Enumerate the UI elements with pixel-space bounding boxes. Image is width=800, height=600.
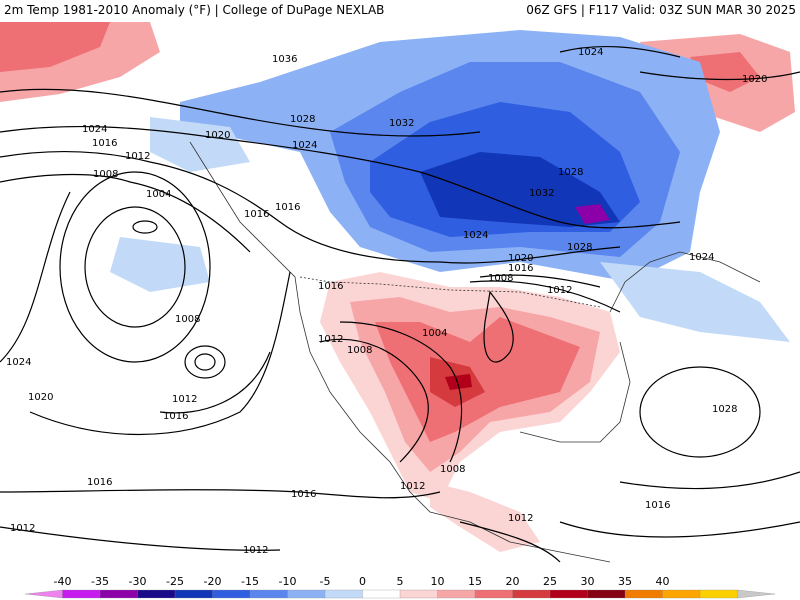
isobar-label: 1028	[558, 167, 583, 178]
legend-tick-label: 30	[581, 575, 595, 588]
legend-swatch	[137, 589, 176, 599]
isobar-label: 1012	[318, 334, 343, 345]
isobar-label: 1016	[318, 281, 343, 292]
legend-swatch	[362, 589, 401, 599]
isobar-label: 1012	[508, 513, 533, 524]
temperature-anomaly-map: 1036 1024 1028 1024 1020 1016 1012 1008 …	[0, 22, 800, 563]
legend-swatch	[62, 589, 101, 599]
isobar-label: 1028	[567, 242, 592, 253]
legend-tick-label: 5	[397, 575, 404, 588]
legend-tick-label: -20	[204, 575, 222, 588]
isobar-label: 1012	[10, 523, 35, 534]
isobar-label: 1032	[529, 188, 554, 199]
isobar-label: 1024	[82, 124, 107, 135]
legend-swatch	[662, 589, 701, 599]
model-run-info: 06Z GFS | F117 Valid: 03Z SUN MAR 30 202…	[526, 3, 796, 17]
legend-swatch	[624, 589, 664, 599]
legend-tick-label: -15	[241, 575, 259, 588]
legend-tick-labels: -40 -35 -30 -25 -20 -15 -10 -5 0 5 10 15 20 25 30 35 40	[54, 575, 670, 588]
map-title: 2m Temp 1981-2010 Anomaly (°F) | College…	[4, 3, 385, 17]
legend-swatch	[174, 589, 214, 599]
legend-swatch	[699, 589, 739, 599]
legend-swatch	[587, 589, 626, 599]
isobar-label: 1036	[272, 54, 297, 65]
isobar-label: 1020	[742, 74, 767, 85]
isobar-label: 1020	[508, 253, 533, 264]
isobar-label: 1016	[291, 489, 316, 500]
isobar-label: 1024	[689, 252, 714, 263]
isobar-label: 1008	[93, 169, 118, 180]
isobar-label: 1016	[163, 411, 188, 422]
legend-tick-label: 0	[359, 575, 366, 588]
isobar-label: 1008	[175, 314, 200, 325]
isobar-label: 1024	[6, 357, 31, 368]
isobar-label: 1012	[125, 151, 150, 162]
isobar-label: 1008	[347, 345, 372, 356]
coastlines	[189, 141, 761, 563]
legend-tick-label: -5	[320, 575, 331, 588]
isobar-label: 1028	[712, 404, 737, 415]
legend-tick-label: 20	[506, 575, 520, 588]
isobar-label: 1016	[87, 477, 112, 488]
legend-tick-label: -40	[54, 575, 72, 588]
isobar-label: 1008	[488, 273, 513, 284]
legend-tick-label: 35	[618, 575, 632, 588]
legend-swatch	[549, 589, 589, 599]
isobar-label: 1024	[578, 47, 603, 58]
legend-swatch	[249, 589, 289, 599]
legend-swatch	[474, 589, 514, 599]
legend-swatch	[399, 589, 439, 599]
isobar-label: 1020	[28, 392, 53, 403]
isobar-label: 1016	[92, 138, 117, 149]
isobar-label: 1032	[389, 118, 414, 129]
legend-tick-label: 10	[431, 575, 445, 588]
isobar-label: 1024	[463, 230, 488, 241]
isobar-label: 1004	[146, 189, 171, 200]
legend-swatch	[24, 589, 63, 599]
legend-tick-label: -10	[279, 575, 297, 588]
anomaly-shading	[0, 22, 795, 552]
isobar-label: 1004	[422, 328, 447, 339]
isobar-label: 1028	[290, 114, 315, 125]
legend-swatch	[324, 589, 364, 599]
legend-tick-label: -25	[166, 575, 184, 588]
isobar-label: 1016	[645, 500, 670, 511]
legend-swatch	[99, 589, 139, 599]
legend-swatch	[212, 589, 251, 599]
color-scale-legend: -40 -35 -30 -25 -20 -15 -10 -5 0 5 10 15 20 25 30 35 40	[24, 575, 776, 599]
isobar-label: 1016	[508, 263, 533, 274]
legend-swatch	[737, 589, 776, 599]
isobar-label: 1016	[244, 209, 269, 220]
legend-tick-label: 25	[543, 575, 557, 588]
isobar-labels: 1036 1024 1028 1024 1020 1016 1012 1008 …	[6, 47, 767, 556]
isobar-label: 1020	[205, 130, 230, 141]
isobar-label: 1012	[547, 285, 572, 296]
legend-tick-label: -30	[129, 575, 147, 588]
isobar-label: 1016	[275, 202, 300, 213]
isobar-label: 1012	[243, 545, 268, 556]
isobars	[0, 45, 800, 563]
legend-tick-label: 15	[468, 575, 482, 588]
isobar-label: 1012	[400, 481, 425, 492]
legend-swatch	[512, 589, 551, 599]
legend-tick-label: 40	[656, 575, 670, 588]
isobar-label: 1012	[172, 394, 197, 405]
isobar-label: 1024	[292, 140, 317, 151]
legend-swatch	[287, 589, 326, 599]
legend-swatch	[437, 589, 476, 599]
legend-tick-label: -35	[91, 575, 109, 588]
legend-color-bar	[24, 589, 776, 599]
isobar-label: 1008	[440, 464, 465, 475]
